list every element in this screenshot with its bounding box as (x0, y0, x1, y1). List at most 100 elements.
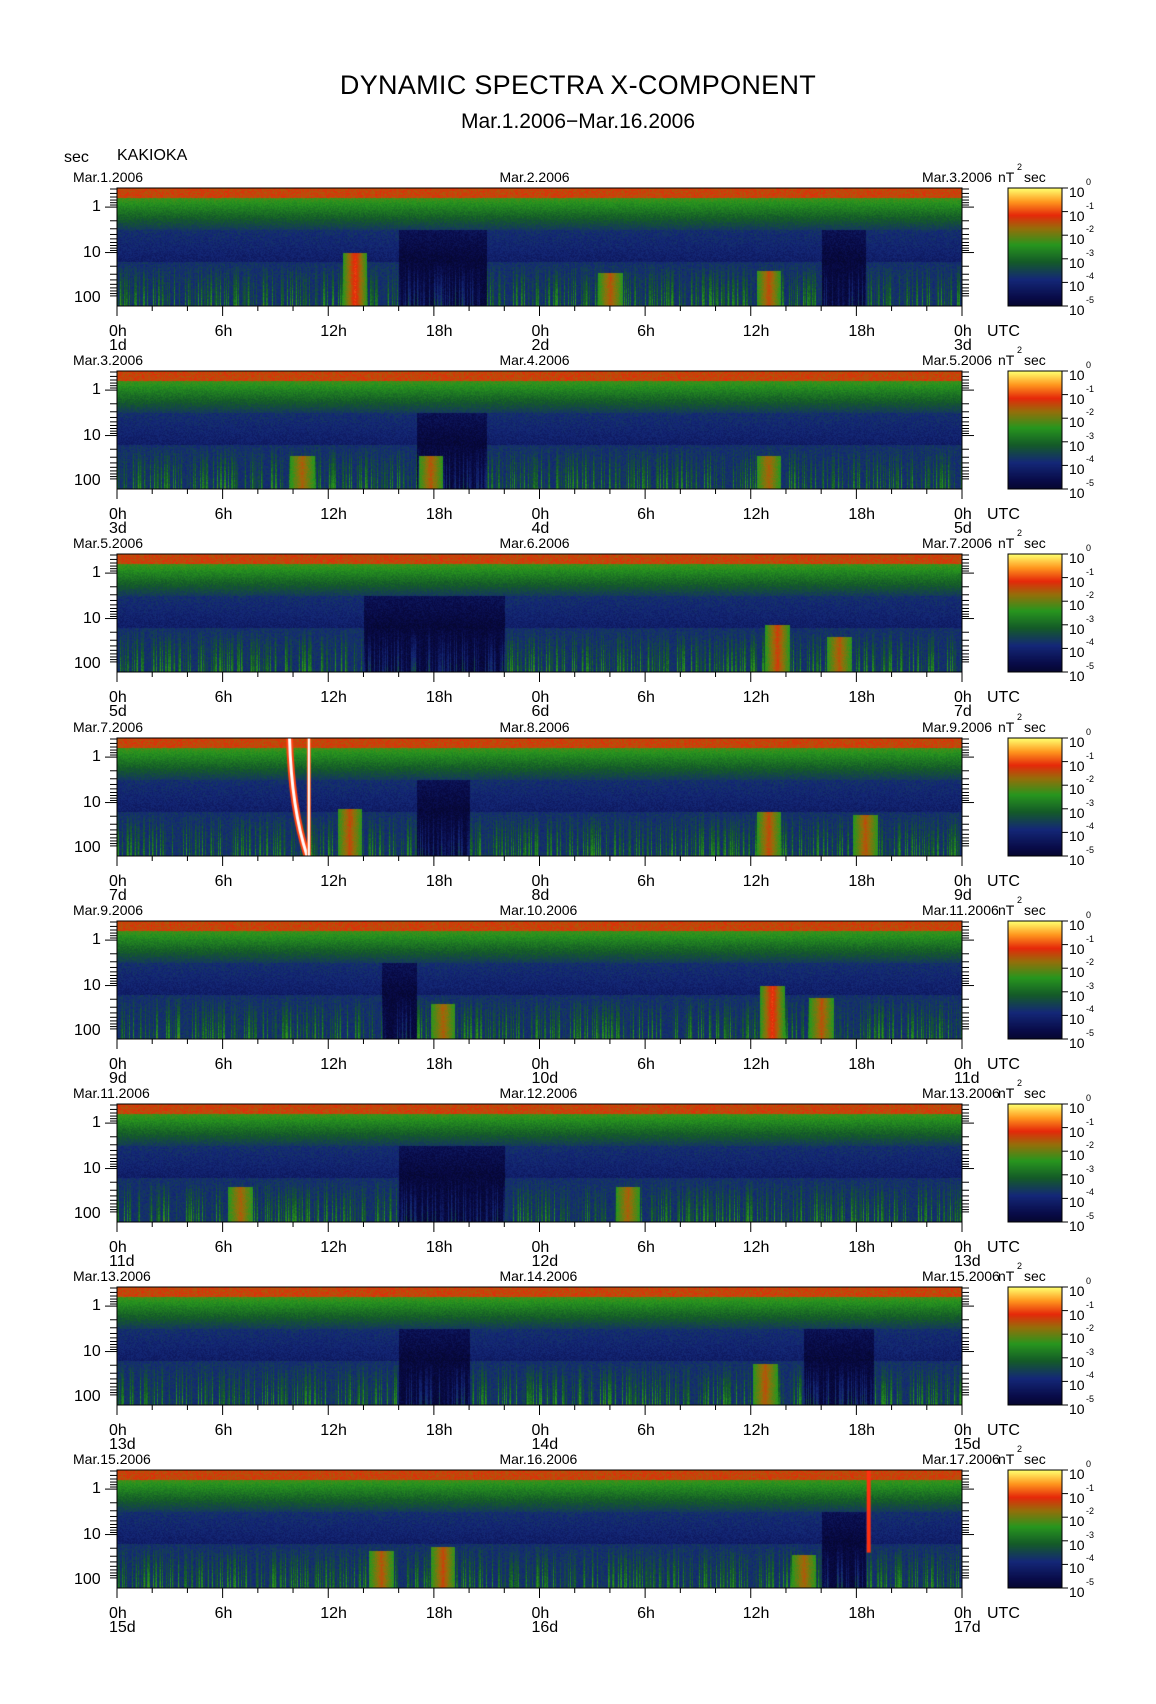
colorbar-unit-sup: 2 (1017, 1444, 1023, 1454)
x-tick-label: 0h (531, 323, 550, 340)
panel-mid-date: Mar.12.2006 (499, 1085, 578, 1101)
day-label: 13d (109, 1436, 136, 1453)
day-label: 2d (531, 337, 550, 354)
colorbar-tick-exp: -1 (1086, 1299, 1095, 1310)
y-tick-label: 1 (92, 1114, 101, 1132)
colorbar-tick-label: 10 (1069, 1330, 1085, 1347)
y-tick-label: 1 (92, 931, 101, 949)
spectrogram-panel (117, 738, 962, 856)
day-label: 3d (109, 520, 127, 537)
spectrogram-panel (117, 371, 962, 489)
day-label: 5d (109, 703, 127, 720)
day-label: 5d (954, 520, 972, 537)
x-tick-label: 12h (742, 1422, 770, 1439)
colorbar-tick-exp: -3 (1086, 613, 1095, 624)
colorbar-tick-exp: -2 (1086, 1140, 1095, 1151)
x-tick-label: 6h (637, 1056, 655, 1073)
x-tick-label: 0h (531, 1056, 550, 1073)
utc-label: UTC (987, 873, 1020, 890)
x-tick-label: 0h (954, 689, 972, 706)
x-tick-label: 0h (954, 1056, 972, 1073)
colorbar-tick-label: 10 (1069, 573, 1085, 590)
x-tick-label: 18h (848, 323, 876, 340)
panel-frame (116, 737, 963, 857)
x-tick-label: 0h (109, 1239, 127, 1256)
panel-mid-date: Mar.6.2006 (499, 535, 570, 551)
utc-label: UTC (987, 506, 1020, 523)
utc-label: UTC (987, 1239, 1020, 1256)
colorbar-tick-exp: 0 (1086, 1276, 1092, 1286)
x-tick-label: 6h (637, 1239, 655, 1256)
y-tick-label: 100 (74, 288, 101, 306)
colorbar-tick-exp: -4 (1086, 454, 1095, 465)
colorbar-tick-label: 10 (1069, 550, 1085, 566)
x-tick-label: 6h (637, 873, 655, 890)
x-tick-label: 6h (637, 689, 655, 706)
x-tick-label: 12h (320, 323, 347, 340)
colorbar-frame (1007, 1103, 1063, 1223)
colorbar (1008, 371, 1062, 489)
colorbar-unit-suffix: sec (1024, 1451, 1046, 1467)
x-tick-label: 0h (109, 323, 127, 340)
colorbar-tick-exp: -2 (1086, 590, 1095, 601)
panel-frame (116, 187, 963, 307)
colorbar-tick-label: 10 (1069, 1536, 1085, 1553)
panel-frame (116, 1469, 963, 1589)
panel-right-date: Mar.17.2006 (922, 1451, 1000, 1467)
chart-subtitle: Mar.1.2006−Mar.16.2006 (460, 110, 696, 133)
colorbar (1008, 921, 1062, 1039)
colorbar-tick-exp: -3 (1086, 1529, 1095, 1540)
x-tick-label: 18h (425, 506, 453, 523)
colorbar-unit-sup: 2 (1017, 1078, 1023, 1088)
y-tick-label: 100 (74, 1570, 101, 1588)
day-label: 11d (109, 1253, 135, 1270)
day-label: 1d (109, 337, 127, 354)
x-tick-label: 6h (214, 1239, 233, 1256)
colorbar-tick-label: 10 (1069, 828, 1085, 845)
panel-left-date: Mar.3.2006 (73, 352, 144, 368)
colorbar (1008, 554, 1062, 672)
colorbar-tick-exp: 0 (1086, 1093, 1092, 1103)
colorbar-tick-label: 10 (1069, 964, 1085, 981)
colorbar-frame (1007, 1286, 1063, 1406)
colorbar (1008, 1470, 1062, 1588)
colorbar-unit: nT (998, 169, 1015, 185)
colorbar-tick-exp: 0 (1086, 360, 1092, 370)
x-tick-label: 6h (214, 506, 233, 523)
x-tick-label: 0h (531, 689, 550, 706)
colorbar-frame (1007, 187, 1063, 307)
day-label: 12d (531, 1253, 559, 1270)
colorbar-tick-label: 10 (1069, 781, 1085, 798)
colorbar-tick-exp: -2 (1086, 957, 1095, 968)
spectrogram-panel (117, 188, 962, 306)
x-tick-label: 12h (742, 1605, 770, 1622)
x-tick-label: 12h (320, 1422, 347, 1439)
x-tick-label: 0h (954, 1422, 972, 1439)
x-tick-label: 12h (320, 1239, 347, 1256)
x-tick-label: 18h (848, 873, 876, 890)
panel-left-date: Mar.1.2006 (73, 169, 144, 185)
colorbar-tick-exp: -5 (1086, 478, 1095, 488)
colorbar-unit-suffix: sec (1024, 169, 1046, 185)
colorbar-unit-sup: 2 (1017, 895, 1023, 905)
panel-right-date: Mar.13.2006 (922, 1085, 1000, 1101)
colorbar-tick-exp: -4 (1086, 821, 1095, 832)
x-tick-label: 0h (531, 873, 550, 890)
spectrogram-panel (117, 1287, 962, 1405)
y-tick-label: 10 (83, 609, 101, 627)
colorbar-frame (1007, 1469, 1063, 1589)
x-tick-label: 18h (425, 873, 453, 890)
colorbar-tick-label: 10 (1069, 1306, 1085, 1323)
colorbar-tick-label: 10 (1069, 390, 1085, 407)
x-tick-label: 0h (109, 1605, 127, 1622)
colorbar-tick-exp: -4 (1086, 271, 1095, 282)
colorbar (1008, 1287, 1062, 1405)
y-tick-label: 10 (83, 1525, 101, 1543)
colorbar-tick-label: 10 (1069, 1584, 1085, 1600)
x-tick-label: 6h (637, 323, 655, 340)
day-label: 10d (531, 1070, 559, 1087)
colorbar-tick-exp: -2 (1086, 774, 1095, 785)
colorbar-tick-label: 10 (1069, 734, 1085, 750)
y-tick-label: 100 (74, 1204, 101, 1222)
panel-left-date: Mar.9.2006 (73, 902, 144, 918)
